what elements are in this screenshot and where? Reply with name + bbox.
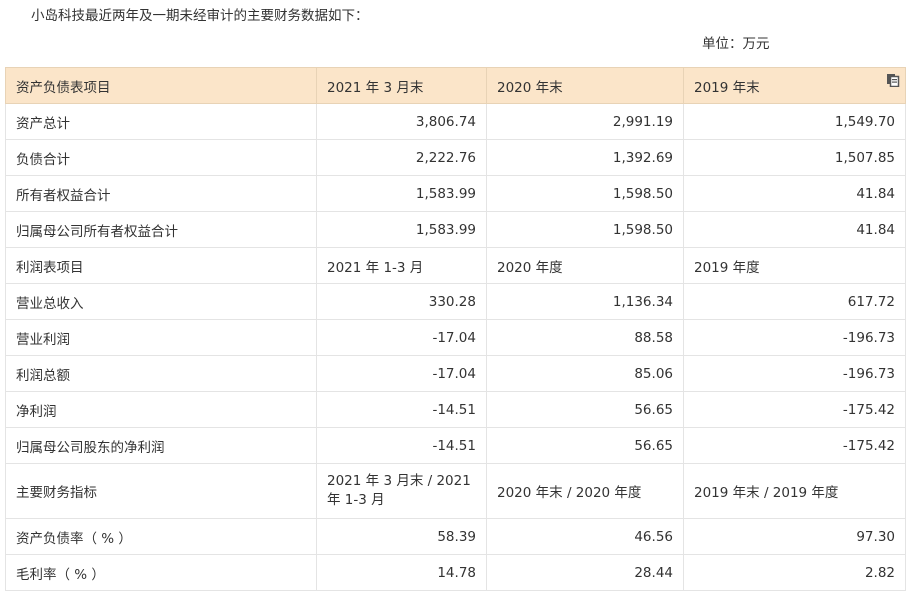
- value-cell: 2,991.19: [486, 103, 684, 140]
- table-row: 所有者权益合计 1,583.99 1,598.50 41.84: [5, 175, 906, 212]
- period-label: 2021 年 3 月末 / 2021 年 1-3 月: [316, 463, 487, 519]
- row-label: 资产负债率（ % ）: [5, 518, 317, 555]
- value-cell: 1,136.34: [486, 283, 684, 320]
- copy-icon[interactable]: [886, 73, 900, 87]
- unit-label: 单位：万元: [702, 36, 770, 52]
- value-cell: 3,806.74: [316, 103, 487, 140]
- value-cell: 2.82: [683, 554, 906, 591]
- value-cell: -17.04: [316, 355, 487, 392]
- row-label: 资产总计: [5, 103, 317, 140]
- value-cell: 1,583.99: [316, 211, 487, 248]
- financial-data-table: 资产负债表项目 2021 年 3 月末 2020 年末 2019 年末 资产总计…: [5, 67, 906, 591]
- value-cell: -14.51: [316, 391, 487, 428]
- row-label: 毛利率（ % ）: [5, 554, 317, 591]
- row-label: 营业利润: [5, 319, 317, 356]
- value-cell: 46.56: [486, 518, 684, 555]
- value-cell: 41.84: [683, 175, 906, 212]
- header-cell-2020: 2020 年末: [486, 67, 684, 104]
- value-cell: 58.39: [316, 518, 487, 555]
- value-cell: 1,598.50: [486, 211, 684, 248]
- value-cell: -175.42: [683, 427, 906, 464]
- table-row: 营业利润 -17.04 88.58 -196.73: [5, 319, 906, 356]
- row-label: 营业总收入: [5, 283, 317, 320]
- value-cell: 14.78: [316, 554, 487, 591]
- value-cell: 1,392.69: [486, 139, 684, 176]
- row-label: 利润总额: [5, 355, 317, 392]
- value-cell: 1,507.85: [683, 139, 906, 176]
- row-label: 归属母公司股东的净利润: [5, 427, 317, 464]
- table-row: 负债合计 2,222.76 1,392.69 1,507.85: [5, 139, 906, 176]
- period-label: 2019 年末 / 2019 年度: [683, 463, 906, 519]
- table-row: 营业总收入 330.28 1,136.34 617.72: [5, 283, 906, 320]
- table-row: 毛利率（ % ） 14.78 28.44 2.82: [5, 554, 906, 591]
- value-cell: 41.84: [683, 211, 906, 248]
- table-header-row: 资产负债表项目 2021 年 3 月末 2020 年末 2019 年末: [5, 67, 906, 104]
- value-cell: 88.58: [486, 319, 684, 356]
- table-row: 资产总计 3,806.74 2,991.19 1,549.70: [5, 103, 906, 140]
- value-cell: 1,598.50: [486, 175, 684, 212]
- value-cell: 85.06: [486, 355, 684, 392]
- value-cell: -196.73: [683, 319, 906, 356]
- intro-text: 小岛科技最近两年及一期未经审计的主要财务数据如下：: [31, 8, 369, 24]
- header-cell-2019: 2019 年末: [683, 67, 906, 104]
- row-label: 负债合计: [5, 139, 317, 176]
- section-header-row: 主要财务指标 2021 年 3 月末 / 2021 年 1-3 月 2020 年…: [5, 463, 906, 519]
- value-cell: -196.73: [683, 355, 906, 392]
- value-cell: 97.30: [683, 518, 906, 555]
- value-cell: -175.42: [683, 391, 906, 428]
- value-cell: 1,583.99: [316, 175, 487, 212]
- period-label: 2019 年度: [683, 247, 906, 284]
- value-cell: -17.04: [316, 319, 487, 356]
- header-cell-2019-label: 2019 年末: [694, 79, 760, 96]
- section-header-row: 利润表项目 2021 年 1-3 月 2020 年度 2019 年度: [5, 247, 906, 284]
- section-label: 主要财务指标: [5, 463, 317, 519]
- row-label: 所有者权益合计: [5, 175, 317, 212]
- row-label: 净利润: [5, 391, 317, 428]
- header-cell-item: 资产负债表项目: [5, 67, 317, 104]
- value-cell: 330.28: [316, 283, 487, 320]
- value-cell: 56.65: [486, 427, 684, 464]
- table-row: 归属母公司所有者权益合计 1,583.99 1,598.50 41.84: [5, 211, 906, 248]
- period-label: 2021 年 1-3 月: [316, 247, 487, 284]
- section-label: 利润表项目: [5, 247, 317, 284]
- value-cell: 2,222.76: [316, 139, 487, 176]
- value-cell: 617.72: [683, 283, 906, 320]
- table-row: 资产负债率（ % ） 58.39 46.56 97.30: [5, 518, 906, 555]
- period-label: 2020 年度: [486, 247, 684, 284]
- table-row: 净利润 -14.51 56.65 -175.42: [5, 391, 906, 428]
- value-cell: 28.44: [486, 554, 684, 591]
- value-cell: -14.51: [316, 427, 487, 464]
- value-cell: 1,549.70: [683, 103, 906, 140]
- header-cell-2021q1: 2021 年 3 月末: [316, 67, 487, 104]
- value-cell: 56.65: [486, 391, 684, 428]
- table-row: 归属母公司股东的净利润 -14.51 56.65 -175.42: [5, 427, 906, 464]
- table-row: 利润总额 -17.04 85.06 -196.73: [5, 355, 906, 392]
- period-label: 2020 年末 / 2020 年度: [486, 463, 684, 519]
- row-label: 归属母公司所有者权益合计: [5, 211, 317, 248]
